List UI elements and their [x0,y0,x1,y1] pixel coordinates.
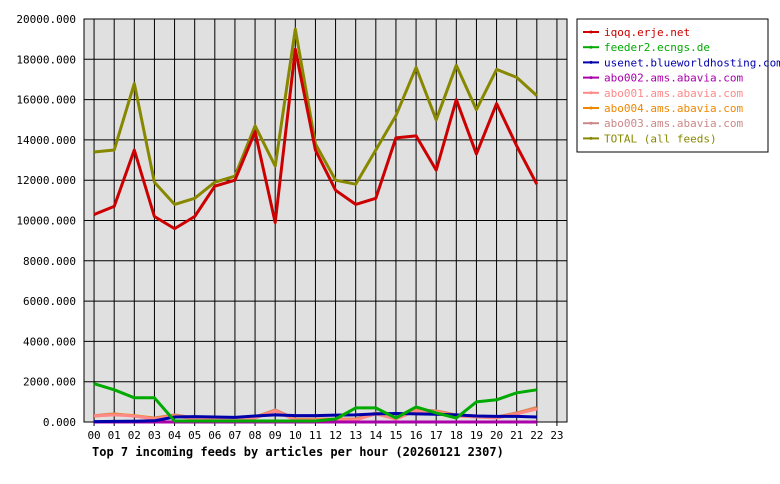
y-tick-label: 10000.000 [16,215,76,228]
series-line [93,382,538,423]
y-tick-label: 2000.000 [23,376,76,389]
y-tick-label: 12000.000 [16,174,76,187]
y-tick-label: 16000.000 [16,94,76,107]
x-tick-label: 04 [168,429,182,442]
x-tick-label: 10 [289,429,302,442]
series-lines [93,27,539,424]
legend-marker [589,45,593,49]
legend-marker [589,91,593,95]
x-tick-label: 22 [530,429,543,442]
x-tick-label: 02 [128,429,141,442]
x-tick-label: 07 [228,429,241,442]
x-tick-labels: 00 01 02 03 04 05 06 07 08 09 10 11 12 13 14 15 16 17 18 19… [87,429,563,442]
y-tick-label: 6000.000 [23,295,76,308]
legend-marker [589,136,593,140]
series-line [93,47,539,231]
legend-label: iqoq.erje.net [604,26,690,39]
legend-label: usenet.blueworldhosting.com [604,56,780,69]
y-tick-label: 14000.000 [16,134,76,147]
x-tick-label: 06 [208,429,221,442]
legend-label: abo002.ams.abavia.com [604,72,743,85]
legend-marker [589,76,593,80]
legend-marker [589,106,593,110]
x-tick-label: 23 [550,429,563,442]
chart-title: Top 7 incoming feeds by articles per hou… [92,445,504,459]
y-tick-labels: 0.000 2000.000 4000.000 6000.000 8000.000 100… [16,13,76,429]
x-tick-label: 13 [349,429,362,442]
legend-label: feeder2.ecngs.de [604,41,710,54]
legend-label: abo001.ams.abavia.com [604,87,743,100]
x-tick-label: 08 [248,429,261,442]
legend-box [576,18,769,153]
x-tick-label: 14 [369,429,383,442]
legend-label: TOTAL (all feeds) [604,132,717,145]
x-tick-label: 12 [329,429,342,442]
y-tick-label: 0.000 [43,416,76,429]
x-tick-label: 19 [470,429,483,442]
x-tick-label: 21 [510,429,523,442]
legend: iqoq.erje.net feeder2.ecngs.de usenet.blue… [576,18,780,153]
y-tick-label: 4000.000 [23,335,76,348]
y-tick-label: 8000.000 [23,255,76,268]
series-line [94,412,537,424]
x-tick-label: 01 [108,429,121,442]
legend-marker [589,121,593,125]
y-tick-label: 18000.000 [16,53,76,66]
x-tick-label: 05 [188,429,201,442]
x-tick-label: 15 [389,429,402,442]
legend-marker [589,30,593,34]
x-tick-label: 03 [148,429,161,442]
x-tick-label: 18 [450,429,463,442]
legend-label: abo003.ams.abavia.com [604,117,743,130]
x-tick-label: 17 [430,429,443,442]
x-tick-label: 09 [269,429,282,442]
x-tick-label: 20 [490,429,503,442]
x-tick-label: 00 [87,429,100,442]
x-tick-label: 11 [309,429,322,442]
legend-marker [589,60,593,64]
y-tick-label: 20000.000 [16,13,76,26]
x-tick-label: 16 [409,429,422,442]
legend-label: abo004.ams.abavia.com [604,102,743,115]
